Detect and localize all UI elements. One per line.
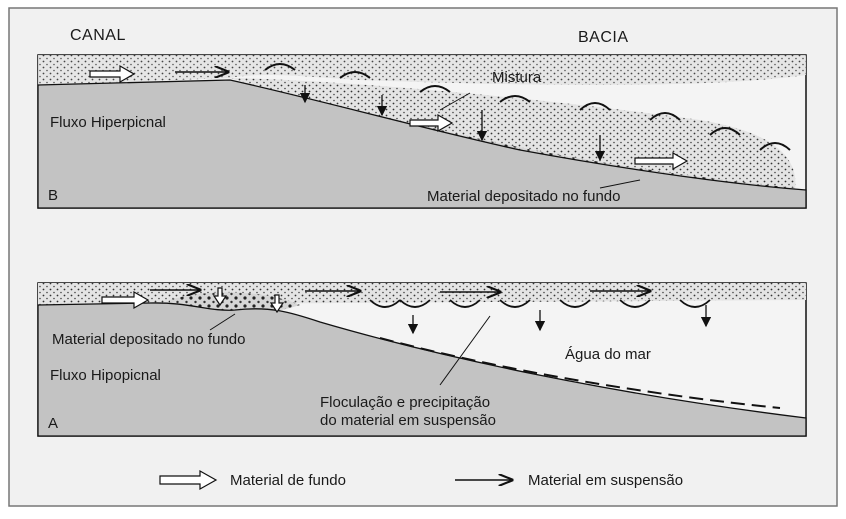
legend-label: Material em suspensão [528,472,683,489]
settling-arrows [407,305,712,335]
header-left: CANAL [70,27,126,44]
suspension-arrows [150,290,650,292]
flocculation-line [379,337,781,409]
leader-line [209,313,236,331]
flocculation-label: Floculação e precipitação [320,394,490,411]
flow-label: Fluxo Hipopicnal [50,367,161,384]
bed-arrows [101,287,285,314]
panel-label: B [48,187,58,204]
panel-b: Mistura Fluxo Hiperpicnal B Material dep… [37,54,807,209]
leader-line [599,179,641,189]
turbulence [264,63,791,151]
turbulence [369,299,711,308]
ground [37,302,807,437]
bed-arrows [89,64,689,171]
leader-line [439,315,491,386]
panel-label: A [48,415,58,432]
surface-layer [38,55,806,85]
ground [37,79,807,209]
deposit-label: Material depositado no fundo [52,331,245,348]
flocculation-label: do material em suspensão [320,412,496,429]
deposit-label: Material depositado no fundo [427,188,620,205]
settling-arrows [299,85,606,162]
water-label: Água do mar [565,346,651,363]
legend: Material de fundo Material em suspensão [159,469,683,491]
panel-a: Material depositado no fundo Fluxo Hipop… [37,282,807,437]
header-right: BACIA [578,29,629,46]
mixing-label: Mistura [492,69,542,86]
legend-bed-arrow [159,469,218,491]
legend-label: Material de fundo [230,472,346,489]
leader-line [439,92,471,111]
flow-label: Fluxo Hiperpicnal [50,114,166,131]
